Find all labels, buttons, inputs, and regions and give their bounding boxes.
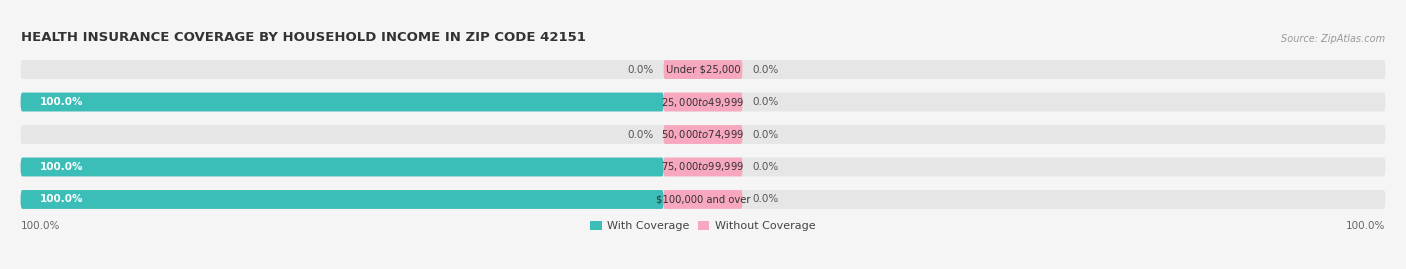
Text: 0.0%: 0.0% [752,194,779,204]
Text: 100.0%: 100.0% [41,97,84,107]
Text: 100.0%: 100.0% [21,221,60,231]
Text: 0.0%: 0.0% [752,65,779,75]
Text: 0.0%: 0.0% [752,97,779,107]
Text: $100,000 and over: $100,000 and over [655,194,751,204]
Text: 100.0%: 100.0% [1346,221,1385,231]
FancyBboxPatch shape [21,93,1385,111]
FancyBboxPatch shape [664,158,742,176]
Text: 100.0%: 100.0% [41,194,84,204]
FancyBboxPatch shape [21,190,664,209]
FancyBboxPatch shape [664,125,742,144]
FancyBboxPatch shape [664,60,742,79]
Text: 0.0%: 0.0% [627,65,654,75]
Text: $25,000 to $49,999: $25,000 to $49,999 [661,95,745,108]
FancyBboxPatch shape [664,93,742,111]
FancyBboxPatch shape [21,93,664,111]
Legend: With Coverage, Without Coverage: With Coverage, Without Coverage [586,217,820,236]
Text: Under $25,000: Under $25,000 [665,65,741,75]
Text: $75,000 to $99,999: $75,000 to $99,999 [661,161,745,174]
FancyBboxPatch shape [21,190,1385,209]
FancyBboxPatch shape [664,190,742,209]
FancyBboxPatch shape [21,158,1385,176]
FancyBboxPatch shape [21,60,1385,79]
FancyBboxPatch shape [21,158,664,176]
Text: $50,000 to $74,999: $50,000 to $74,999 [661,128,745,141]
Text: 0.0%: 0.0% [627,129,654,140]
Text: HEALTH INSURANCE COVERAGE BY HOUSEHOLD INCOME IN ZIP CODE 42151: HEALTH INSURANCE COVERAGE BY HOUSEHOLD I… [21,31,585,44]
Text: 0.0%: 0.0% [752,129,779,140]
Text: 0.0%: 0.0% [752,162,779,172]
Text: Source: ZipAtlas.com: Source: ZipAtlas.com [1281,34,1385,44]
Text: 100.0%: 100.0% [41,162,84,172]
FancyBboxPatch shape [21,125,1385,144]
